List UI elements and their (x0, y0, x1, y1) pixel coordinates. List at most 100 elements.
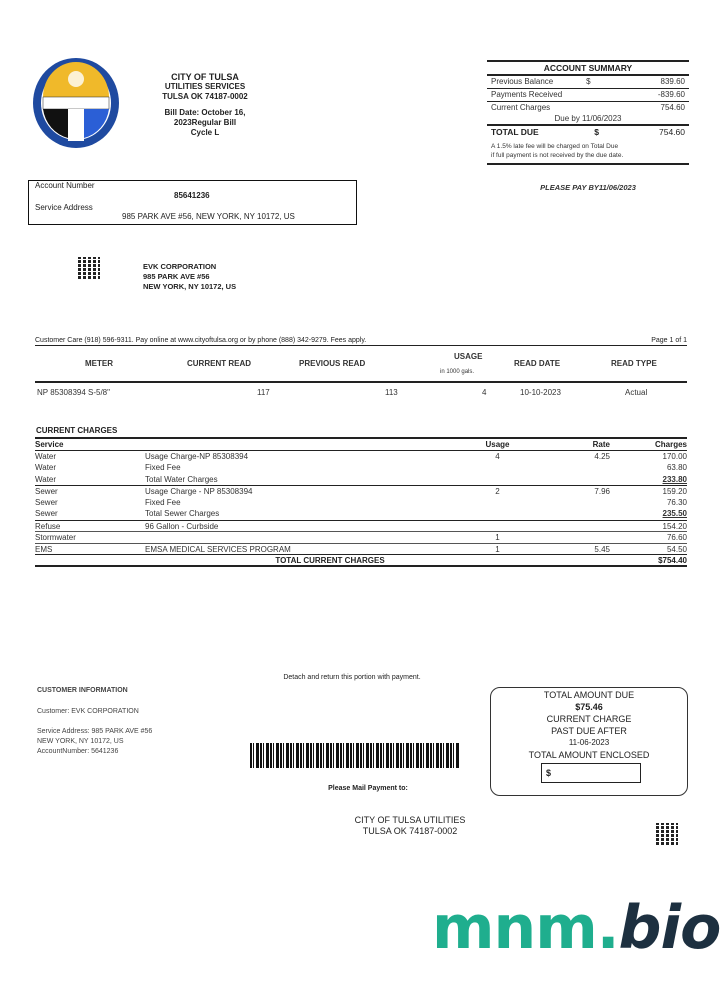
col-desc (145, 439, 475, 450)
charge-row: Stormwater 1 76.60 (35, 531, 687, 543)
service-cell: Water (35, 463, 57, 472)
usage-cell: 4 (495, 451, 500, 461)
charge-cell: 63.80 (666, 463, 687, 472)
charge-row: Water Usage Charge-NP 85308394 4 4.25 170.00 (35, 451, 687, 463)
total-label: TOTAL CURRENT CHARGES (275, 556, 385, 565)
org-name: CITY OF TULSA (171, 72, 239, 82)
late-fee-note: A 1.5% late fee will be charged on Total… (487, 138, 689, 165)
service-cell: Stormwater (35, 533, 76, 542)
label: TOTAL DUE (491, 127, 539, 137)
usage-cell: 1 (495, 533, 500, 542)
remit-line2: TULSA OK 74187-0002 (362, 826, 458, 836)
rate-cell: 5.45 (594, 544, 610, 554)
charge-row: Sewer Total Sewer Charges 235.50 (35, 508, 687, 520)
customer-information: CUSTOMER INFORMATION Customer: EVK CORPO… (37, 686, 152, 757)
barcode (250, 743, 460, 768)
bill-date: Bill Date: October 16, 2023Regular Bill (164, 108, 246, 127)
meter-table-header: METER CURRENT READ PREVIOUS READ USAGE i… (35, 350, 687, 383)
service-cell: Water (35, 474, 57, 484)
info-customer: Customer: EVK CORPORATION (37, 708, 139, 715)
description-cell: Total Water Charges (145, 474, 218, 484)
read-date: 10-10-2023 (520, 388, 561, 397)
amount-enclosed-label: TOTAL AMOUNT ENCLOSED (528, 750, 650, 760)
service-cell: Sewer (35, 497, 58, 507)
charges-header: Service Usage Rate Charges (35, 439, 687, 451)
usage-cell (475, 497, 520, 509)
charge-row: Water Fixed Fee 63.80 (35, 462, 687, 474)
col-meter: METER (85, 359, 113, 368)
watermark-logo: mnm.bio (432, 893, 720, 963)
past-due-label: PAST DUE AFTER (551, 726, 627, 736)
description-cell: Fixed Fee (145, 497, 181, 507)
summary-payments: Payments Received -839.60 (487, 88, 689, 101)
description-cell: Fixed Fee (145, 463, 181, 472)
charge-cell: 233.80 (662, 474, 687, 484)
charges-table: Service Usage Rate Charges Water Usage Charg… (35, 437, 687, 567)
usage: 4 (482, 388, 487, 397)
rate-cell (520, 532, 610, 543)
col-previous-read: PREVIOUS READ (299, 359, 366, 368)
service-cell: Sewer (35, 487, 58, 496)
summary-previous-balance: Previous Balance $839.60 (487, 74, 689, 88)
past-due-date: 11-06-2023 (568, 738, 610, 747)
usage-cell: 2 (495, 487, 500, 496)
summary-current-charges: Current Charges 754.60 (487, 101, 689, 114)
rate-cell: 7.96 (594, 487, 610, 496)
label: Payments Received (491, 90, 563, 99)
service-cell: Sewer (35, 509, 58, 518)
service-cell: EMS (35, 544, 53, 554)
due-by: Due by 11/06/2023 (554, 114, 622, 123)
value: -839.60 (657, 90, 685, 99)
currency: $ (586, 77, 591, 86)
label: Current Charges (491, 103, 551, 112)
account-number: 85641236 (174, 191, 210, 200)
rate-cell (520, 462, 610, 474)
rate-cell: 4.25 (594, 451, 610, 461)
currency: $ (594, 127, 599, 137)
mailing-name: EVK CORPORATION (143, 262, 217, 271)
account-box: Account Number 85641236 Service Address … (28, 180, 357, 225)
col-charges: Charges (654, 440, 687, 449)
amount-enclosed-input[interactable]: $ (541, 763, 641, 783)
usage-cell: 1 (495, 544, 500, 554)
total-value: $754.40 (658, 556, 687, 565)
charge-cell: 76.60 (666, 533, 687, 542)
current-read: 117 (257, 388, 270, 397)
label: Previous Balance (491, 77, 554, 86)
col-read-type: READ TYPE (611, 359, 657, 368)
care-line: Customer Care (918) 596-9311. Pay online… (35, 337, 687, 346)
remit-line1: CITY OF TULSA UTILITIES (354, 815, 466, 825)
rate-cell (520, 497, 610, 509)
detach-note: Detach and return this portion with paym… (283, 674, 421, 681)
qr-code-icon (656, 823, 678, 845)
rate-cell (520, 474, 610, 486)
summary-total-due: TOTAL DUE $754.60 (487, 124, 689, 138)
usage-cell (475, 508, 520, 520)
current-charge-label: CURRENT CHARGE (546, 714, 632, 724)
info-address-2: NEW YORK, NY 10172, US (37, 738, 124, 745)
description-cell: EMSA MEDICAL SERVICES PROGRAM (145, 544, 291, 554)
watermark-part1: mnm. (432, 893, 620, 963)
please-pay-by: PLEASE PAY BY11/06/2023 (540, 183, 636, 192)
charge-cell: 159.20 (662, 487, 687, 496)
late-note-2: if full payment is not received by the d… (491, 152, 624, 159)
customer-care-text: Customer Care (918) 596-9311. Pay online… (35, 337, 367, 344)
charge-cell: 154.20 (662, 521, 687, 531)
read-type: Actual (625, 388, 648, 397)
qr-code-icon (78, 257, 100, 279)
col-read-date: READ DATE (514, 359, 561, 368)
rate-cell (520, 521, 610, 532)
charges-title: CURRENT CHARGES (36, 426, 118, 435)
value: 839.60 (660, 77, 685, 86)
charge-cell: 235.50 (662, 509, 687, 518)
mail-payment-to: Please Mail Payment to: (328, 785, 408, 792)
value: 754.60 (659, 127, 685, 137)
charge-cell: 54.50 (666, 544, 687, 554)
mailing-line2: NEW YORK, NY 10172, US (143, 282, 237, 291)
service-address-label: Service Address (35, 203, 93, 212)
description-cell (145, 532, 475, 543)
charge-row: EMS EMSA MEDICAL SERVICES PROGRAM 1 5.45 54.… (35, 542, 687, 555)
description-cell: Usage Charge - NP 85308394 (145, 487, 253, 496)
account-number-label: Account Number (35, 181, 95, 190)
charge-row: Water Total Water Charges 233.80 (35, 474, 687, 486)
